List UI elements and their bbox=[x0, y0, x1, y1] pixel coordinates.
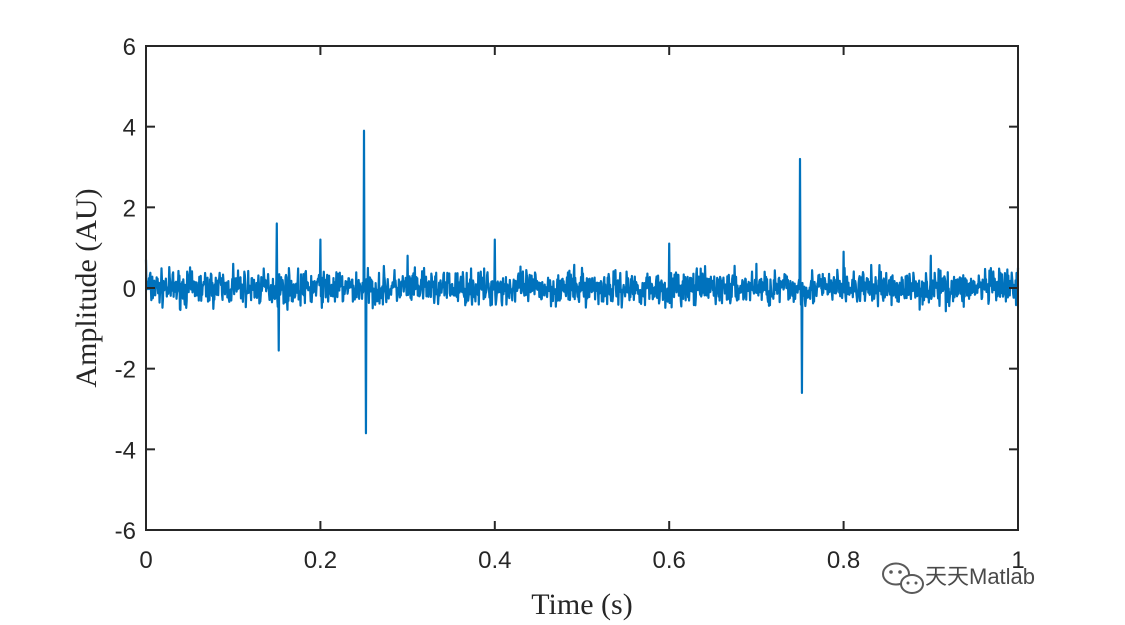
x-tick-label: 1 bbox=[1011, 547, 1024, 574]
y-axis-title: Amplitude (AU) bbox=[70, 188, 103, 387]
signal-series-line bbox=[144, 129, 1020, 435]
x-tick-label: 0.6 bbox=[653, 547, 686, 574]
x-tick-label: 0.4 bbox=[478, 547, 511, 574]
x-axis-title: Time (s) bbox=[531, 588, 632, 621]
x-tick-label: 0.8 bbox=[827, 547, 860, 574]
x-axis-ticks: 0 0.2 0.4 0.6 0.8 1 bbox=[139, 46, 1025, 574]
y-tick-label: -6 bbox=[115, 518, 136, 545]
y-tick-label: 6 bbox=[123, 34, 136, 61]
y-tick-label: 2 bbox=[123, 195, 136, 222]
y-tick-label: 4 bbox=[123, 115, 136, 142]
plot-line-group bbox=[144, 129, 1020, 435]
wechat-icon bbox=[882, 562, 924, 594]
y-axis-ticks: -6 -4 -2 0 2 4 6 bbox=[115, 34, 1018, 545]
y-tick-label: 0 bbox=[123, 276, 136, 303]
watermark: 天天Matlab bbox=[882, 562, 1035, 594]
y-tick-label: -4 bbox=[115, 437, 136, 464]
x-tick-label: 0 bbox=[139, 547, 152, 574]
y-tick-label: -2 bbox=[115, 357, 136, 384]
watermark-text: 天天Matlab bbox=[925, 564, 1035, 589]
x-tick-label: 0.2 bbox=[304, 547, 337, 574]
